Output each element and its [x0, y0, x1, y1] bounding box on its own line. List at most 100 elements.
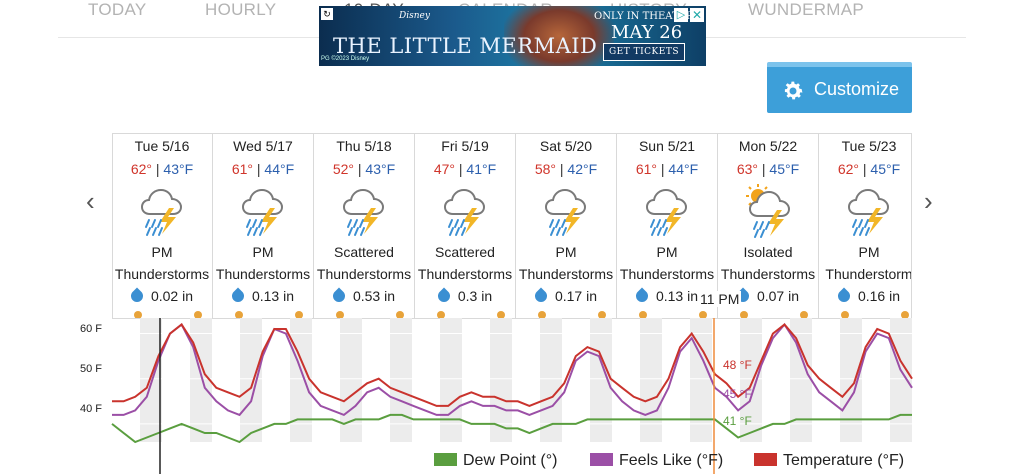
- legend-swatch: [590, 453, 613, 466]
- day-column[interactable]: Thu 5/18 52° | 43°F Scattered Thunderstorms…: [314, 134, 415, 318]
- day-temps: 63° | 45°F: [718, 161, 818, 177]
- night-band: [790, 318, 812, 442]
- condition-line-1: PM: [151, 244, 173, 260]
- sunset-icon: [699, 311, 707, 318]
- high-temp: 58°: [534, 161, 556, 177]
- day-date: Fri 5/19: [441, 138, 489, 154]
- legend-swatch: [754, 453, 777, 466]
- feels-like-value-label: 45 °F: [723, 387, 752, 401]
- precip-amount: 0.53 in: [314, 287, 414, 305]
- y-tick-40: 40 F: [80, 403, 103, 415]
- precip-amount: 0.3 in: [415, 287, 515, 305]
- temp-separator: |: [155, 161, 160, 177]
- high-temp: 62°: [130, 161, 152, 177]
- precip-value: 0.17 in: [554, 288, 598, 304]
- thunderstorm-icon: [237, 182, 293, 238]
- day-date: Wed 5/17: [233, 138, 293, 154]
- sunrise-icon: [336, 311, 344, 318]
- day-column[interactable]: Fri 5/19 47° | 41°F Scattered Thunderstorms…: [415, 134, 516, 318]
- condition-line-2: Thunderstorms: [619, 266, 715, 282]
- precip-value: 0.3 in: [457, 288, 493, 304]
- ad-choices-icon[interactable]: ▷: [674, 8, 688, 22]
- raindrop-icon: [532, 287, 550, 305]
- condition-line-1: PM: [555, 244, 577, 260]
- chevron-left-icon[interactable]: ‹: [86, 186, 95, 216]
- get-tickets-button[interactable]: GET TICKETS: [603, 43, 685, 61]
- high-temp: 63°: [736, 161, 758, 177]
- sunrise-icon: [134, 311, 142, 318]
- night-band: [890, 318, 912, 442]
- daily-forecast-strip: Tue 5/16 62° | 43°F PM Thunderstorms 0.02 in…: [112, 133, 912, 319]
- day-column[interactable]: Sun 5/21 61° | 44°F PM Thunderstorms 0.13 in: [617, 134, 718, 318]
- temp-separator: |: [559, 161, 564, 177]
- temp-separator: |: [761, 161, 766, 177]
- legend-temperature[interactable]: Temperature (°F): [754, 452, 904, 470]
- tab-hourly[interactable]: HOURLY: [205, 0, 277, 19]
- day-date: Mon 5/22: [738, 138, 798, 154]
- temperature-value-label: 48 °F: [723, 358, 752, 372]
- temp-separator: |: [458, 161, 463, 177]
- tab-wundermap[interactable]: WUNDERMAP: [748, 0, 865, 19]
- y-tick-60: 60 F: [80, 323, 103, 335]
- day-column[interactable]: Wed 5/17 61° | 44°F PM Thunderstorms 0.13 in: [213, 134, 314, 318]
- night-band: [440, 318, 462, 442]
- thunderstorm-icon: [540, 182, 596, 238]
- day-column[interactable]: Tue 5/23 62° | 45°F PM Thunderstorm 0.16 in: [819, 134, 911, 318]
- sunset-icon: [497, 311, 505, 318]
- condition-line-2: Thunderstorm: [825, 266, 912, 282]
- temperature-chart: [111, 310, 913, 474]
- precip-amount: 0.07 in: [718, 287, 818, 305]
- day-column[interactable]: Sat 5/20 58° | 42°F PM Thunderstorms 0.17 in: [516, 134, 617, 318]
- refresh-icon: ↻: [321, 8, 333, 20]
- dew-point-series-line: [111, 413, 912, 444]
- close-icon[interactable]: ✕: [690, 8, 704, 22]
- precip-value: 0.02 in: [150, 288, 194, 304]
- thunderstorm-icon: [439, 182, 495, 238]
- hourly-graph: [0, 310, 1024, 474]
- customize-button[interactable]: Customize: [767, 62, 912, 113]
- sunset-icon: [901, 311, 909, 318]
- night-band: [640, 318, 662, 442]
- ad-banner[interactable]: ↻ Disney THE LITTLE MERMAID PG ©2023 Dis…: [319, 6, 706, 66]
- sunset-icon: [800, 311, 808, 318]
- low-temp: 45°F: [769, 161, 800, 177]
- condition-line-1: PM: [252, 244, 274, 260]
- low-temp: 42°F: [567, 161, 598, 177]
- day-column[interactable]: Tue 5/16 62° | 43°F PM Thunderstorms 0.02 in: [113, 134, 213, 318]
- high-temp: 61°: [231, 161, 253, 177]
- day-temps: 58° | 42°F: [516, 161, 616, 177]
- ad-rating: PG ©2023 Disney: [321, 56, 370, 62]
- tab-today[interactable]: TODAY: [88, 0, 147, 19]
- precip-value: 0.07 in: [756, 288, 800, 304]
- legend-label: Dew Point (°): [463, 452, 558, 469]
- condition-line-2: Thunderstorms: [720, 266, 816, 282]
- sunset-icon: [598, 311, 606, 318]
- legend-dew-point[interactable]: Dew Point (°): [434, 452, 557, 470]
- sunrise-icon: [538, 311, 546, 318]
- ad-figure: [504, 6, 614, 66]
- ad-date: MAY 26: [611, 22, 683, 43]
- precip-amount: 0.17 in: [516, 287, 616, 305]
- low-temp: 44°F: [264, 161, 295, 177]
- night-band: [340, 318, 362, 442]
- day-date: Tue 5/16: [134, 138, 190, 154]
- chevron-right-icon[interactable]: ›: [924, 186, 933, 216]
- sunrise-icon: [639, 311, 647, 318]
- sunset-icon: [194, 311, 202, 318]
- day-temps: 47° | 41°F: [415, 161, 515, 177]
- temperature-series-line: [112, 323, 913, 407]
- sun-thunderstorm-icon: [742, 182, 798, 238]
- legend-swatch: [434, 453, 457, 466]
- condition-line-1: PM: [656, 244, 678, 260]
- precip-value: 0.16 in: [857, 288, 901, 304]
- night-band: [590, 318, 612, 442]
- legend-label: Feels Like (°F): [619, 452, 724, 469]
- precip-value: 0.13 in: [655, 288, 699, 304]
- gear-icon: [784, 81, 803, 100]
- day-column[interactable]: Mon 5/22 63° | 45°F Isolated Thunderstorms 0…: [718, 134, 819, 318]
- legend-feels-like[interactable]: Feels Like (°F): [590, 452, 723, 470]
- sunset-icon: [295, 311, 303, 318]
- low-temp: 41°F: [466, 161, 497, 177]
- condition-line-2: Thunderstorms: [518, 266, 614, 282]
- ad-only-in: ONLY IN THEATERS: [594, 11, 701, 22]
